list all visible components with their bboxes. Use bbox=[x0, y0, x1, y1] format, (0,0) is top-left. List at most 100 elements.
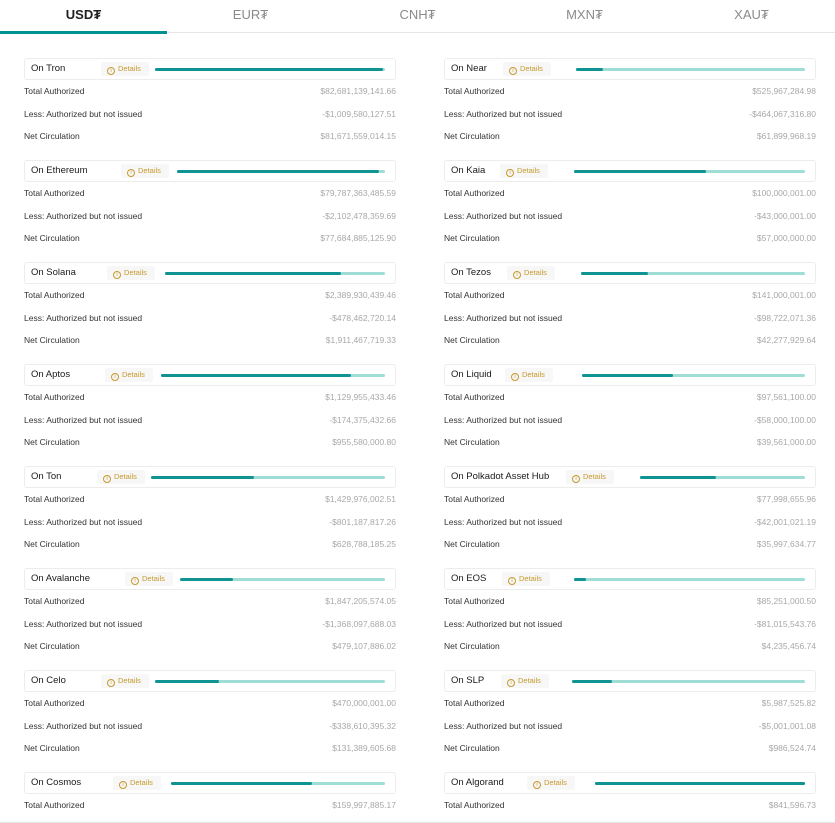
row-label: Total Authorized bbox=[444, 800, 505, 810]
row-value: $131,389,605.68 bbox=[332, 743, 396, 753]
row-label: Net Circulation bbox=[24, 131, 80, 141]
details-button[interactable]: i Details bbox=[503, 62, 551, 76]
details-button[interactable]: i Details bbox=[101, 62, 149, 76]
chain-name: On Liquid bbox=[451, 369, 492, 380]
row-label: Less: Authorized but not issued bbox=[444, 619, 563, 629]
details-button[interactable]: i Details bbox=[502, 572, 550, 586]
chain-header: On Tron i Details bbox=[24, 58, 396, 80]
tab-usdt[interactable]: USD₮ bbox=[0, 0, 167, 34]
row-value: -$338,610,395.32 bbox=[329, 721, 396, 731]
row-label: Total Authorized bbox=[444, 86, 505, 96]
row-label: Less: Authorized but not issued bbox=[444, 415, 563, 425]
row-value: $97,561,100.00 bbox=[756, 392, 816, 402]
chain-header: On Algorand i Details bbox=[444, 772, 816, 794]
details-button[interactable]: i Details bbox=[566, 470, 614, 484]
row-value: $955,580,000.80 bbox=[332, 437, 396, 447]
row-label: Net Circulation bbox=[444, 641, 500, 651]
tab-mxnt[interactable]: MXN₮ bbox=[566, 7, 603, 22]
row-label: Less: Authorized but not issued bbox=[24, 619, 143, 629]
row-label: Net Circulation bbox=[444, 233, 500, 243]
issued-progress-bar bbox=[161, 374, 385, 377]
details-button[interactable]: i Details bbox=[113, 776, 161, 790]
details-button[interactable]: i Details bbox=[121, 164, 169, 178]
row-value: $1,847,205,574.05 bbox=[325, 596, 396, 606]
details-label: Details bbox=[114, 472, 137, 481]
row-label: Net Circulation bbox=[24, 335, 80, 345]
row-value: $2,389,930,439.46 bbox=[325, 290, 396, 300]
issued-progress-fill bbox=[177, 170, 379, 173]
issued-progress-bar bbox=[581, 272, 805, 275]
issued-progress-bar bbox=[640, 476, 805, 479]
row-value: $986,524.74 bbox=[768, 743, 816, 753]
row-label: Total Authorized bbox=[444, 188, 505, 198]
issued-progress-bar bbox=[151, 476, 385, 479]
details-button[interactable]: i Details bbox=[501, 674, 549, 688]
chain-header: On Ton i Details bbox=[24, 466, 396, 488]
chain-name: On Solana bbox=[31, 267, 76, 278]
row-value: -$81,015,543.76 bbox=[754, 619, 816, 629]
details-button[interactable]: i Details bbox=[507, 266, 555, 280]
chain-name: On Algorand bbox=[451, 777, 504, 788]
details-button[interactable]: i Details bbox=[125, 572, 173, 586]
row-value: $470,000,001.00 bbox=[332, 698, 396, 708]
details-label: Details bbox=[118, 676, 141, 685]
details-button[interactable]: i Details bbox=[505, 368, 553, 382]
row-label: Net Circulation bbox=[24, 539, 80, 549]
issued-progress-fill bbox=[572, 680, 612, 683]
info-icon: i bbox=[511, 373, 519, 381]
row-value: $1,911,467,719.33 bbox=[325, 335, 396, 345]
info-icon: i bbox=[107, 679, 115, 687]
row-value: -$42,001,021.19 bbox=[754, 517, 816, 527]
issued-progress-fill bbox=[576, 68, 604, 71]
chain-name: On Cosmos bbox=[31, 777, 82, 788]
chain-name: On Tron bbox=[31, 63, 66, 74]
issued-progress-fill bbox=[180, 578, 234, 581]
info-icon: i bbox=[111, 373, 119, 381]
info-icon: i bbox=[509, 67, 517, 75]
issued-progress-bar bbox=[582, 374, 805, 377]
row-label: Total Authorized bbox=[24, 290, 85, 300]
row-label: Total Authorized bbox=[444, 494, 505, 504]
chain-header: On Avalanche i Details bbox=[24, 568, 396, 590]
row-value: $1,429,976,002.51 bbox=[325, 494, 396, 504]
details-label: Details bbox=[520, 64, 543, 73]
row-label: Less: Authorized but not issued bbox=[444, 517, 563, 527]
details-button[interactable]: i Details bbox=[101, 674, 149, 688]
row-label: Net Circulation bbox=[444, 743, 500, 753]
issued-progress-bar bbox=[572, 680, 805, 683]
issued-progress-fill bbox=[171, 782, 313, 785]
info-icon: i bbox=[103, 475, 111, 483]
chain-header: On Polkadot Asset Hub i Details bbox=[444, 466, 816, 488]
row-value: $159,997,885.17 bbox=[332, 800, 396, 810]
row-label: Less: Authorized but not issued bbox=[444, 109, 563, 119]
row-value: -$1,368,097,688.03 bbox=[322, 619, 396, 629]
details-label: Details bbox=[118, 64, 141, 73]
row-label: Total Authorized bbox=[24, 596, 85, 606]
row-value: $628,788,185.25 bbox=[332, 539, 396, 549]
row-label: Total Authorized bbox=[444, 698, 505, 708]
details-button[interactable]: i Details bbox=[527, 776, 575, 790]
details-button[interactable]: i Details bbox=[105, 368, 153, 382]
issued-progress-bar bbox=[576, 68, 805, 71]
row-label: Less: Authorized but not issued bbox=[24, 211, 143, 221]
chain-name: On Near bbox=[451, 63, 487, 74]
tab-cnht[interactable]: CNH₮ bbox=[399, 7, 436, 22]
row-label: Net Circulation bbox=[24, 233, 80, 243]
row-value: $841,596.73 bbox=[768, 800, 816, 810]
row-label: Less: Authorized but not issued bbox=[24, 109, 143, 119]
row-value: -$43,000,001.00 bbox=[754, 211, 816, 221]
details-label: Details bbox=[130, 778, 153, 787]
row-label: Net Circulation bbox=[444, 437, 500, 447]
chain-name: On Polkadot Asset Hub bbox=[451, 471, 550, 482]
row-label: Total Authorized bbox=[24, 188, 85, 198]
row-value: $1,129,955,433.46 bbox=[325, 392, 396, 402]
tab-xaut[interactable]: XAU₮ bbox=[734, 7, 769, 22]
row-label: Total Authorized bbox=[444, 290, 505, 300]
info-icon: i bbox=[508, 577, 516, 585]
info-icon: i bbox=[506, 169, 514, 177]
chain-name: On Kaia bbox=[451, 165, 486, 176]
details-button[interactable]: i Details bbox=[97, 470, 145, 484]
details-button[interactable]: i Details bbox=[500, 164, 548, 178]
details-button[interactable]: i Details bbox=[107, 266, 155, 280]
tab-eurt[interactable]: EUR₮ bbox=[232, 7, 269, 22]
